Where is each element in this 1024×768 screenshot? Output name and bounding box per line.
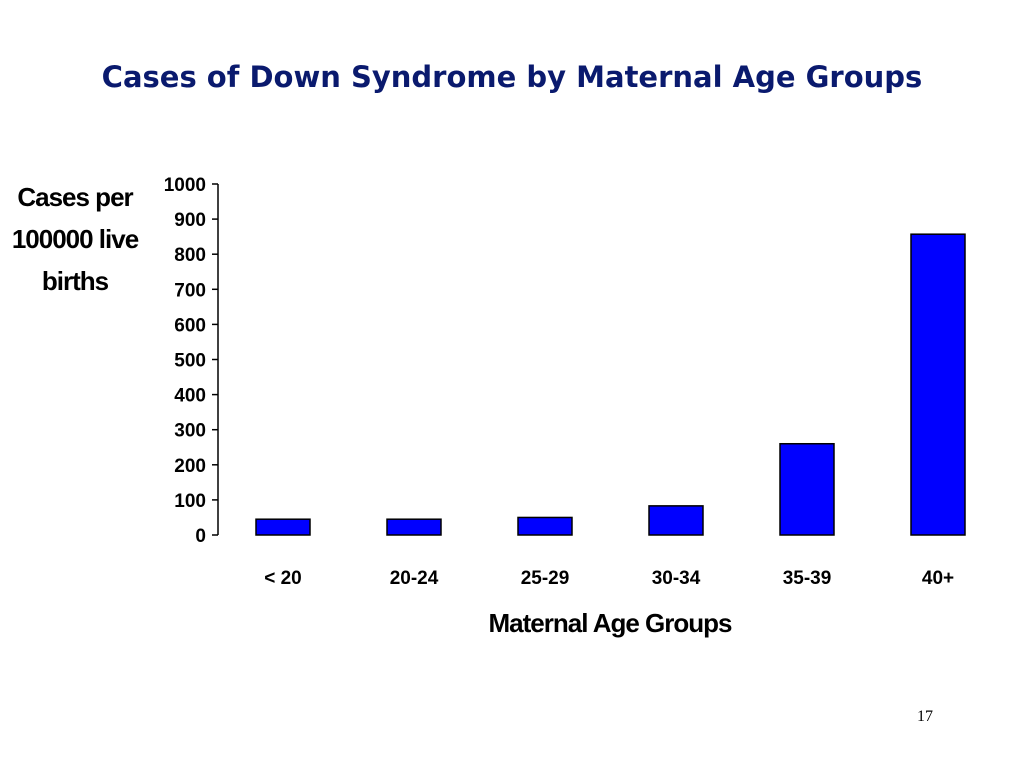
y-tick-label: 100 bbox=[174, 491, 206, 512]
bar-4 bbox=[779, 442, 835, 536]
y-tick-label: 1000 bbox=[164, 175, 206, 196]
y-tick-label: 500 bbox=[174, 351, 206, 372]
slide-title: Cases of Down Syndrome by Maternal Age G… bbox=[101, 60, 923, 94]
y-tick-label: 900 bbox=[174, 210, 206, 231]
y-axis-label: Cases per 100000 live births bbox=[11, 182, 139, 296]
bar-2 bbox=[517, 516, 573, 536]
x-tick-label: 35-39 bbox=[783, 568, 832, 589]
y-tick-label: 300 bbox=[174, 421, 206, 442]
bar-1 bbox=[386, 518, 442, 536]
bar-0 bbox=[255, 518, 311, 536]
bars bbox=[255, 233, 966, 536]
y-tick-label: 400 bbox=[174, 386, 206, 407]
y-tick-label: 200 bbox=[174, 456, 206, 477]
y-tick-label: 600 bbox=[174, 315, 206, 336]
y-tick-label: 700 bbox=[174, 280, 206, 301]
y-tick-label: 0 bbox=[195, 526, 206, 547]
y-axis: 0 100 200 300 400 500 600 700 800 900 1000 bbox=[164, 175, 219, 547]
x-tick-label: 30-34 bbox=[652, 568, 701, 589]
y-tick-label: 800 bbox=[174, 245, 206, 266]
x-tick-label: 40+ bbox=[922, 568, 954, 589]
x-tick-label: 20-24 bbox=[390, 568, 439, 589]
page-number: 17 bbox=[917, 708, 933, 725]
x-axis: < 20 20-24 25-29 30-34 35-39 40+ bbox=[264, 568, 954, 589]
x-axis-label: Maternal Age Groups bbox=[488, 608, 733, 638]
x-tick-label: < 20 bbox=[264, 568, 302, 589]
x-tick-label: 25-29 bbox=[521, 568, 570, 589]
bar-3 bbox=[648, 505, 704, 536]
bar-5 bbox=[910, 233, 966, 536]
